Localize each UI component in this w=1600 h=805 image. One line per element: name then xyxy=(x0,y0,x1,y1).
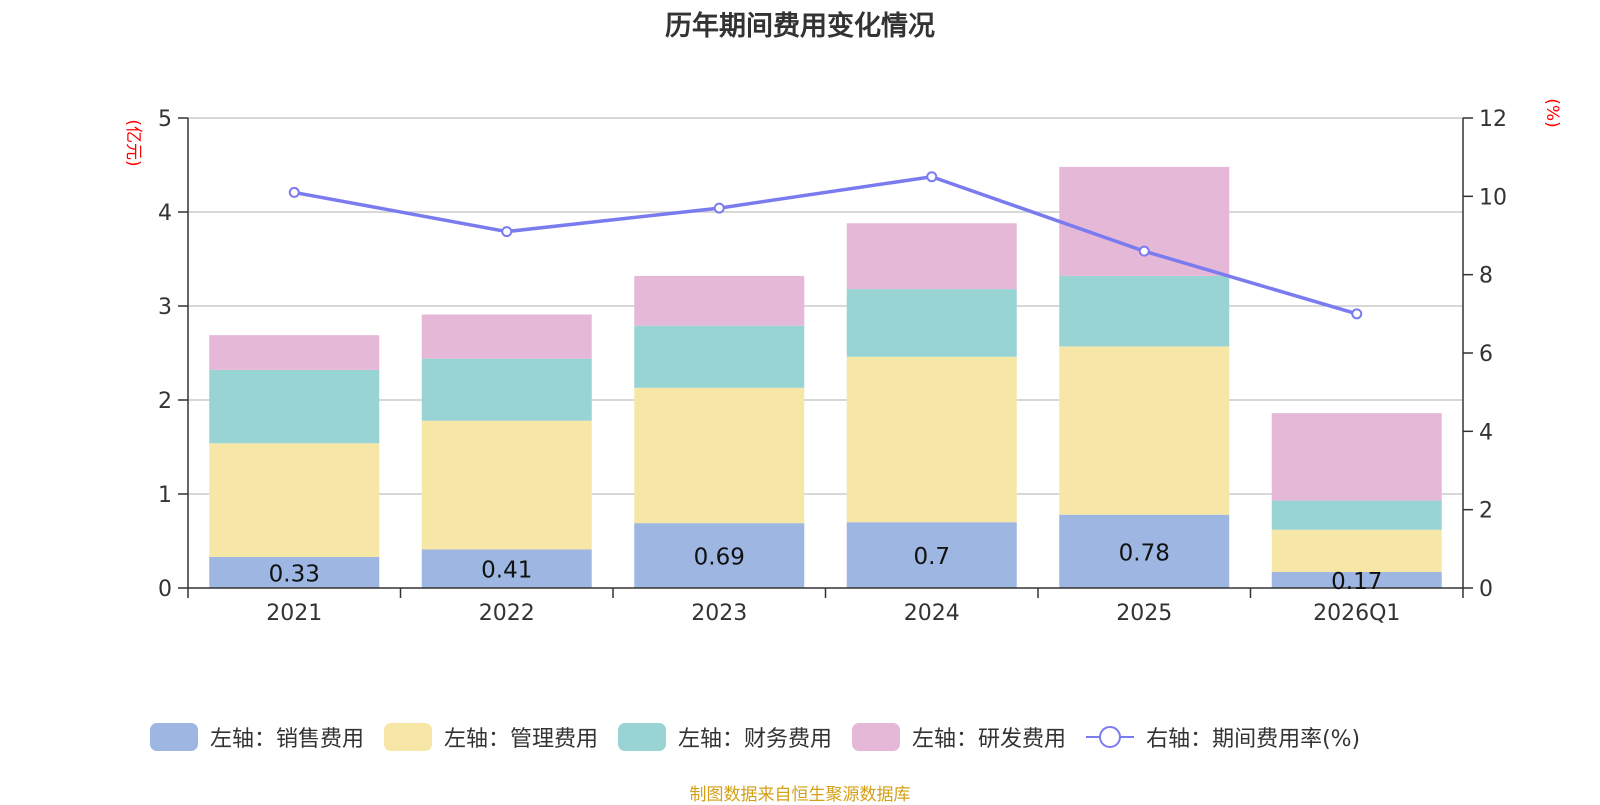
left-axis-tick-label: 4 xyxy=(158,201,172,226)
right-axis-tick-label: 10 xyxy=(1479,185,1507,210)
data-label: 0.7 xyxy=(913,544,950,570)
data-source-note: 制图数据来自恒生聚源数据库 xyxy=(689,785,911,805)
x-axis-tick-label: 2026Q1 xyxy=(1313,601,1400,626)
legend-label-rnd: 左轴：研发费用 xyxy=(912,727,1067,752)
data-label: 0.41 xyxy=(481,558,532,584)
data-label: 0.78 xyxy=(1119,540,1170,566)
legend-label-rate: 右轴：期间费用率(%) xyxy=(1146,727,1361,752)
bar-segment xyxy=(209,335,380,370)
rate-line xyxy=(293,174,1358,316)
data-label: 0.33 xyxy=(269,561,320,587)
right-axis-tick-label: 2 xyxy=(1479,499,1493,524)
bar-segment xyxy=(634,523,805,588)
bar-segment xyxy=(1059,514,1230,588)
legend-item-finance[interactable]: 左轴：财务费用 xyxy=(618,721,832,753)
bar-segment xyxy=(209,556,380,588)
legend-label-finance: 左轴：财务费用 xyxy=(678,727,833,752)
bar-segment xyxy=(1271,529,1442,573)
legend: 左轴：销售费用 左轴：管理费用 左轴：财务费用 左轴：研发费用 右轴：期间费用率… xyxy=(150,722,1380,752)
legend-item-admin[interactable]: 左轴：管理费用 xyxy=(384,721,598,753)
bar-segment xyxy=(634,275,805,326)
left-axis-tick-label: 2 xyxy=(158,389,172,414)
rate-point xyxy=(926,171,938,183)
bar-segment xyxy=(1059,166,1230,276)
bar-segment xyxy=(634,387,805,524)
bar-segment xyxy=(209,443,380,557)
bar-segment xyxy=(421,314,592,359)
x-axis-tick-label: 2025 xyxy=(1116,601,1172,626)
bar-segment xyxy=(1271,572,1442,588)
x-axis-tick-label: 2022 xyxy=(479,601,535,626)
bar-segment xyxy=(421,358,592,421)
data-label: 0.17 xyxy=(1331,569,1382,595)
right-axis-tick-label: 12 xyxy=(1479,107,1507,132)
legend-swatch-sales xyxy=(150,723,198,751)
bar-segment xyxy=(846,356,1017,523)
bar-segment xyxy=(846,289,1017,357)
bar-segment xyxy=(846,522,1017,588)
right-axis-tick-label: 8 xyxy=(1479,264,1493,289)
legend-item-rate[interactable]: 右轴：期间费用率(%) xyxy=(1086,721,1360,753)
legend-swatch-rnd xyxy=(852,723,901,751)
legend-swatch-finance xyxy=(618,723,667,751)
bar-segment xyxy=(846,223,1017,290)
rate-point xyxy=(1351,308,1363,320)
bar-segment xyxy=(421,549,592,588)
bar-segment xyxy=(1059,346,1230,515)
legend-label-sales: 左轴：销售费用 xyxy=(210,727,365,752)
left-axis-tick-label: 1 xyxy=(158,483,172,508)
legend-swatch-admin xyxy=(384,723,433,751)
bar-segment xyxy=(634,325,805,388)
legend-line-marker-icon xyxy=(1086,726,1135,748)
bar-segment xyxy=(1059,275,1230,347)
left-axis-tick-label: 3 xyxy=(158,295,172,320)
bar-segment xyxy=(209,369,380,444)
rate-point xyxy=(288,186,300,198)
bar-segment xyxy=(1271,413,1442,501)
right-axis-tick-label: 0 xyxy=(1479,577,1493,602)
right-axis-tick-label: 6 xyxy=(1479,342,1493,367)
legend-item-sales[interactable]: 左轴：销售费用 xyxy=(150,721,364,753)
left-axis-tick-label: 5 xyxy=(158,107,172,132)
data-label: 0.69 xyxy=(694,545,745,571)
x-axis-tick-label: 2021 xyxy=(266,601,322,626)
legend-item-rnd[interactable]: 左轴：研发费用 xyxy=(852,721,1066,753)
rate-point xyxy=(713,202,725,214)
right-axis-unit-label: (%) xyxy=(1542,98,1562,127)
bar-segment xyxy=(1271,500,1442,530)
rate-point xyxy=(1138,245,1150,257)
rate-point xyxy=(501,226,513,238)
x-axis-tick-label: 2024 xyxy=(904,601,960,626)
chart-title: 历年期间费用变化情况 xyxy=(665,11,935,42)
left-axis-unit-label: (亿元) xyxy=(123,119,143,166)
x-axis-tick-label: 2023 xyxy=(691,601,747,626)
left-axis-tick-label: 0 xyxy=(158,577,172,602)
bar-segment xyxy=(421,420,592,550)
legend-label-admin: 左轴：管理费用 xyxy=(444,727,599,752)
right-axis-tick-label: 4 xyxy=(1479,420,1493,445)
